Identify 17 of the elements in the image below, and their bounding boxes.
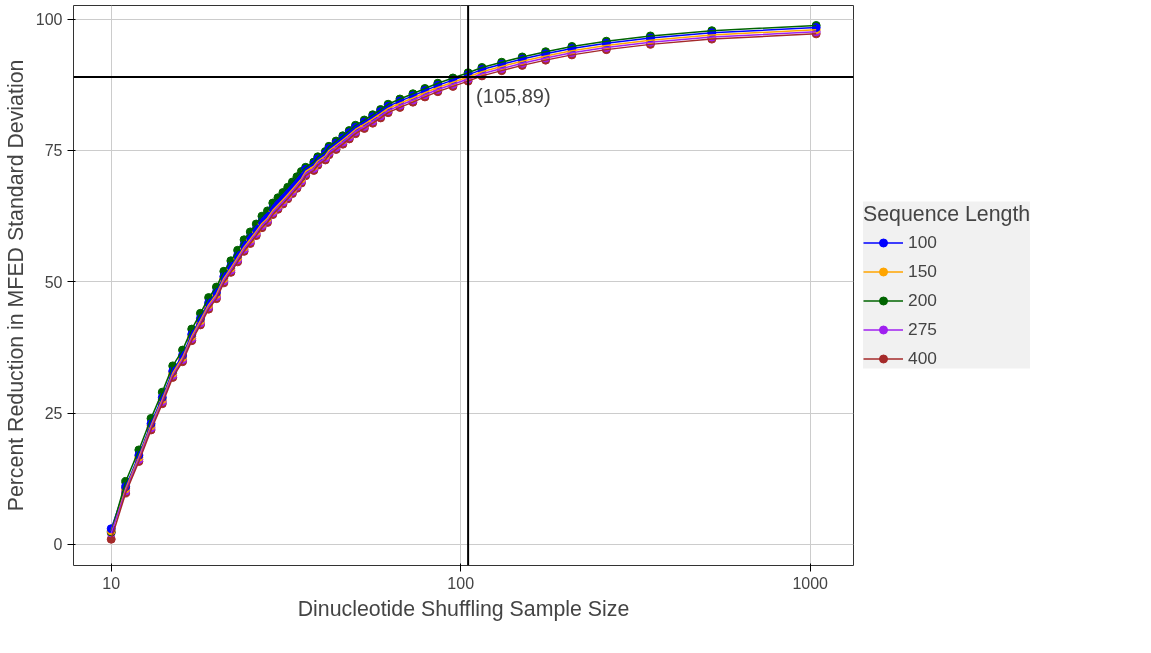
legend-label: 275	[908, 318, 937, 340]
x-tick-label: 10	[102, 574, 121, 592]
legend-label: 150	[908, 260, 937, 282]
x-axis-title: Dinucleotide Shuffling Sample Size	[297, 596, 630, 621]
x-tick-label: 100	[447, 574, 475, 592]
legend-label: 200	[908, 289, 937, 311]
legend-label: 100	[908, 231, 937, 253]
y-tick-label: 0	[53, 536, 63, 554]
y-tick-label: 25	[44, 405, 63, 423]
legend-title: Sequence Length	[863, 201, 1031, 227]
annotation: (105,89)	[476, 84, 551, 107]
y-axis-title: Percent Reduction in MFED Standard Deviation	[3, 59, 28, 512]
legend-label: 400	[908, 347, 937, 369]
y-tick-label: 50	[44, 273, 63, 291]
y-tick-label: 75	[44, 142, 63, 160]
y-tick-label: 100	[35, 11, 63, 29]
x-tick-label: 1000	[792, 574, 829, 592]
